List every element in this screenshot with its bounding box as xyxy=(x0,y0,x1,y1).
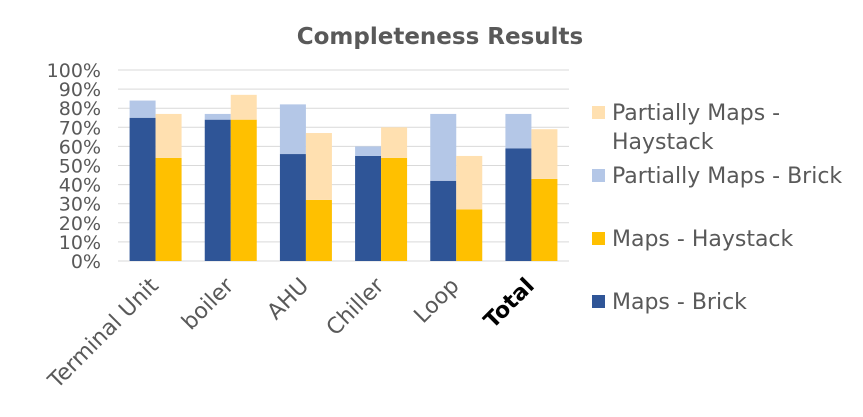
legend-swatch-maps-haystack xyxy=(592,232,605,245)
bar-loop-partially-maps-brick xyxy=(430,113,457,181)
legend-swatch-partially-maps-haystack xyxy=(592,106,605,119)
y-tick-label-100: 100% xyxy=(47,60,101,82)
bar-total-maps-haystack xyxy=(531,178,558,261)
bar-loop-partially-maps-haystack xyxy=(456,155,483,210)
legend-label-partially-maps-haystack-line2: Haystack xyxy=(612,130,714,155)
bar-boiler-maps-brick xyxy=(204,119,231,261)
legend: Partially Maps - Haystack Partially Maps -… xyxy=(592,101,842,315)
bar-total-partially-maps-brick xyxy=(505,113,532,149)
x-tick-label-total: Total xyxy=(479,274,539,334)
bar-total-maps-brick xyxy=(505,148,532,261)
y-tick-label-90: 90% xyxy=(59,79,101,101)
bar-ahu-partially-maps-brick xyxy=(279,104,306,155)
y-tick-label-80: 80% xyxy=(59,98,101,120)
legend-swatch-partially-maps-brick xyxy=(592,169,605,182)
x-tick-label-terminal-unit: Terminal Unit xyxy=(43,273,164,394)
bar-boiler-partially-maps-brick xyxy=(204,113,231,120)
y-tick-label-20: 20% xyxy=(59,213,101,235)
bar-chiller-partially-maps-brick xyxy=(355,146,382,156)
legend-label-maps-haystack: Maps - Haystack xyxy=(612,227,794,252)
y-tick-label-30: 30% xyxy=(59,194,101,216)
y-axis: 0%10%20%30%40%50%60%70%80%90%100% xyxy=(47,60,101,273)
x-tick-label-boiler: boiler xyxy=(177,273,239,335)
bar-ahu-maps-brick xyxy=(279,154,306,261)
gridlines xyxy=(118,69,569,262)
bar-chiller-maps-haystack xyxy=(381,157,408,261)
x-tick-label-chiller: Chiller xyxy=(322,273,390,341)
bar-terminal-unit-partially-maps-haystack xyxy=(155,113,182,158)
bar-chiller-maps-brick xyxy=(355,155,382,261)
y-tick-label-40: 40% xyxy=(59,175,101,197)
y-tick-label-60: 60% xyxy=(59,136,101,158)
bar-total-partially-maps-haystack xyxy=(531,129,558,179)
legend-swatch-maps-brick xyxy=(592,295,605,308)
y-tick-label-50: 50% xyxy=(59,156,101,178)
x-tick-label-loop: Loop xyxy=(410,274,465,329)
x-tick-label-ahu: AHU xyxy=(263,274,314,325)
chart-title: Completeness Results xyxy=(297,24,584,50)
bar-boiler-partially-maps-haystack xyxy=(230,94,257,120)
legend-label-partially-maps-brick: Partially Maps - Brick xyxy=(612,164,842,189)
bar-terminal-unit-maps-brick xyxy=(129,117,156,261)
bars xyxy=(129,94,558,261)
y-tick-label-70: 70% xyxy=(59,117,101,139)
bar-boiler-maps-haystack xyxy=(230,119,257,261)
bar-ahu-maps-haystack xyxy=(305,199,332,261)
bar-loop-maps-brick xyxy=(430,180,457,261)
bar-terminal-unit-maps-haystack xyxy=(155,157,182,261)
legend-label-maps-brick: Maps - Brick xyxy=(612,290,747,315)
legend-label-partially-maps-haystack: Partially Maps - xyxy=(612,101,780,126)
bar-chiller-partially-maps-haystack xyxy=(381,127,408,158)
y-tick-label-0: 0% xyxy=(71,251,101,273)
y-tick-label-10: 10% xyxy=(59,232,101,254)
bar-loop-maps-haystack xyxy=(456,209,483,261)
bar-terminal-unit-partially-maps-brick xyxy=(129,100,156,118)
x-axis: Terminal Unit boiler AHU Chiller Loop Total xyxy=(43,273,540,394)
bar-ahu-partially-maps-haystack xyxy=(305,133,332,200)
